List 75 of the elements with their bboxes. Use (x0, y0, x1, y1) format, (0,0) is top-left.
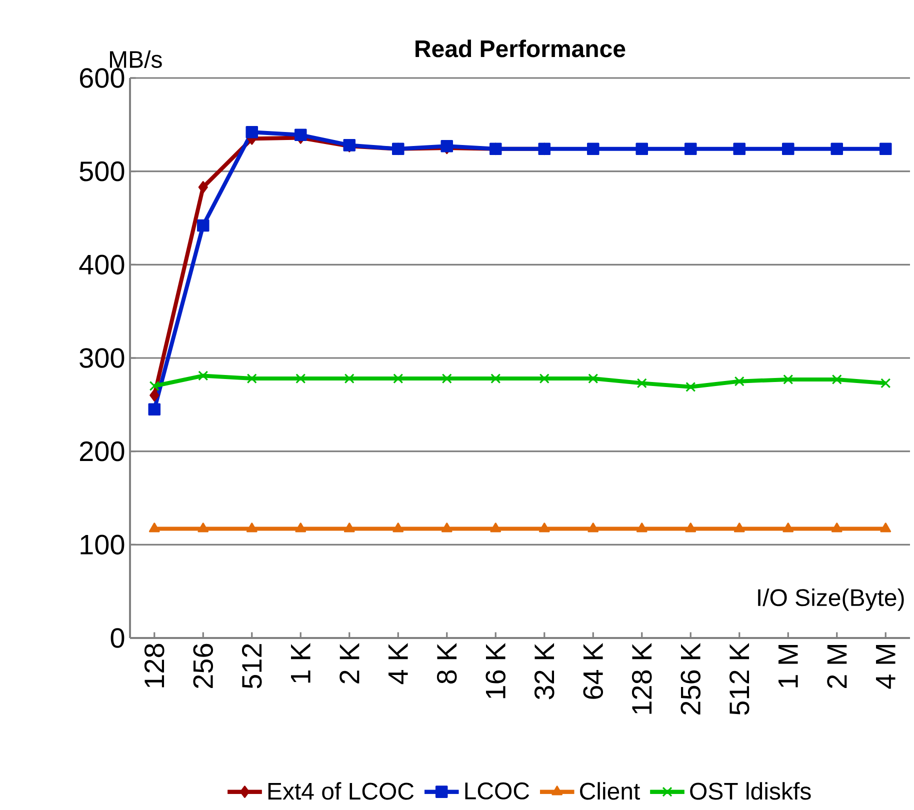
point (684, 142, 697, 156)
point (490, 373, 501, 384)
point (686, 382, 696, 392)
point (441, 522, 452, 532)
point (734, 522, 745, 532)
point (344, 373, 354, 384)
point (880, 522, 892, 532)
x-tick-label: 8 K (436, 643, 457, 684)
legend-label: Client (580, 782, 640, 800)
legend-label: LCOC (465, 782, 530, 800)
point (783, 374, 794, 384)
point (442, 373, 452, 384)
point (830, 142, 844, 156)
y-tick-label: 200 (80, 441, 124, 462)
point (586, 142, 600, 156)
x-tick-label: 16 K (486, 643, 506, 698)
point (588, 373, 598, 384)
y-axis-title: MB/s (110, 50, 162, 68)
point (831, 522, 842, 532)
y-tick-label: 400 (79, 254, 124, 275)
x-tick-label: 32 K (534, 643, 554, 700)
point (246, 522, 258, 532)
x-tick-label: 4 M (876, 645, 896, 689)
point (636, 142, 648, 156)
point (148, 522, 160, 532)
point (393, 373, 404, 384)
point (588, 522, 599, 532)
x-tick-label: 512 (242, 644, 262, 688)
point (296, 373, 306, 384)
point (196, 219, 210, 232)
x-tick-label: 256 K (680, 643, 701, 714)
y-tick-label: 0 (110, 628, 124, 648)
point (295, 522, 306, 532)
x-axis-title: I/O Size(Byte) (758, 588, 904, 611)
y-tick-label: 600 (80, 68, 124, 88)
x-tick-label: 4 K (388, 643, 408, 684)
x-tick-label: 1 K (291, 643, 310, 683)
legend-label: Ext4 of LCOC (268, 782, 414, 800)
point (832, 374, 842, 384)
point (198, 522, 209, 532)
x-tick-label: 256 (193, 644, 214, 688)
point (539, 373, 550, 384)
point (198, 370, 208, 381)
point (636, 378, 647, 388)
x-tick-label: 2 K (340, 643, 360, 684)
point (782, 522, 794, 532)
point (782, 142, 794, 156)
x-tick-label: 2 M (827, 645, 847, 688)
y-tick-label: 300 (80, 348, 124, 368)
point (733, 142, 746, 156)
point (246, 373, 257, 384)
point (198, 181, 208, 194)
point (636, 522, 648, 532)
point (734, 376, 744, 386)
point (880, 378, 891, 388)
x-tick-label: 1 M (778, 645, 798, 688)
legend-label: OST ldiskfs (690, 782, 811, 800)
x-tick-label: 128 K (632, 643, 652, 714)
point (294, 128, 307, 142)
point (685, 522, 696, 532)
y-tick-label: 100 (80, 534, 124, 555)
point (246, 126, 258, 138)
x-tick-label: 512 K (729, 643, 750, 715)
point (490, 522, 502, 532)
point (392, 522, 404, 532)
chart-title: Read Performance (416, 40, 626, 58)
point (538, 522, 550, 532)
point (150, 389, 160, 402)
x-tick-label: 128 (144, 644, 164, 688)
x-tick-label: 64 K (583, 643, 604, 699)
point (344, 522, 355, 532)
point (149, 380, 160, 392)
y-tick-label: 500 (80, 161, 124, 182)
point (879, 142, 892, 156)
point (148, 403, 161, 416)
